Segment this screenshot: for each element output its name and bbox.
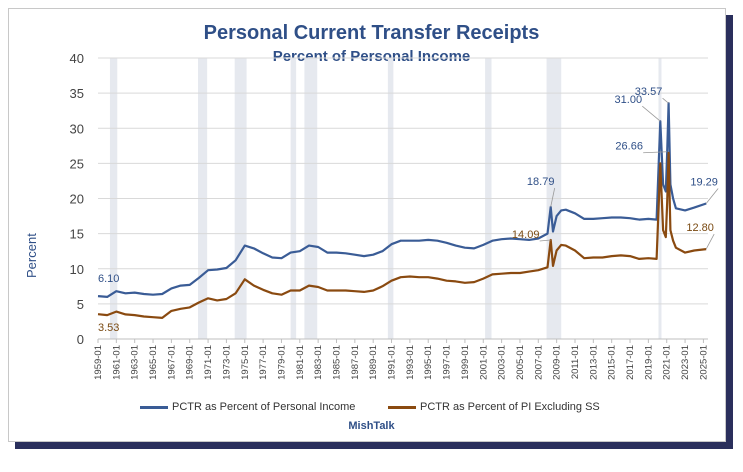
annotation-label: 26.66 <box>615 141 643 153</box>
x-tick-label: 1993-01 <box>405 345 416 380</box>
x-tick-label: 2025-01 <box>698 345 709 380</box>
x-tick-label: 2013-01 <box>588 345 599 380</box>
x-tick-label: 1969-01 <box>185 345 196 380</box>
x-tick-label: 1999-01 <box>460 345 471 380</box>
legend-swatch-pctr-ex-ss <box>388 405 416 409</box>
y-tick-label: 35 <box>70 86 84 101</box>
x-tick-label: 2001-01 <box>478 345 489 380</box>
x-tick-label: 1961-01 <box>111 345 122 380</box>
x-tick-label: 1981-01 <box>295 345 306 380</box>
x-tick-label: 2009-01 <box>552 345 563 380</box>
annotation-leader <box>705 233 715 250</box>
x-tick-label: 1963-01 <box>130 345 141 380</box>
annotation-leader <box>662 97 669 104</box>
legend: PCTR as Percent of Personal Income PCTR … <box>0 401 743 417</box>
x-tick-label: 2019-01 <box>643 345 654 380</box>
x-tick-label: 2021-01 <box>662 345 673 380</box>
legend-swatch-pctr <box>140 405 168 409</box>
x-tick-label: 1977-01 <box>258 345 269 380</box>
x-tick-label: 1985-01 <box>331 345 342 380</box>
legend-label-pctr-ex-ss: PCTR as Percent of PI Excluding SS <box>420 401 600 413</box>
annotation-label: 14.09 <box>512 229 540 241</box>
y-tick-label: 25 <box>70 156 84 171</box>
legend-item-pctr-ex-ss: PCTR as Percent of PI Excluding SS <box>388 401 600 413</box>
annotation-label: 19.29 <box>690 176 718 188</box>
y-tick-label: 5 <box>77 297 84 312</box>
x-tick-label: 1991-01 <box>387 345 398 380</box>
y-tick-label: 10 <box>70 262 84 277</box>
y-tick-label: 40 <box>70 51 84 66</box>
source-label: MishTalk <box>348 420 395 432</box>
x-tick-label: 2023-01 <box>680 345 691 380</box>
x-tick-label: 1967-01 <box>166 345 177 380</box>
annotation-label: 33.57 <box>635 86 663 98</box>
annotation-leader <box>643 151 668 154</box>
series-line-pctr <box>97 102 707 298</box>
annotation-leader <box>705 188 719 204</box>
x-tick-label: 2003-01 <box>497 345 508 380</box>
annotation-label: 12.80 <box>686 222 714 234</box>
x-tick-label: 1989-01 <box>368 345 379 380</box>
annotation-label: 18.79 <box>527 176 555 188</box>
y-tick-label: 0 <box>77 332 84 347</box>
x-tick-label: 1965-01 <box>148 345 159 380</box>
x-tick-label: 1971-01 <box>203 345 214 380</box>
x-tick-label: 1973-01 <box>221 345 232 380</box>
x-tick-label: 1987-01 <box>350 345 361 380</box>
chart-frame <box>8 8 726 442</box>
x-tick-label: 1975-01 <box>240 345 251 380</box>
y-tick-label: 20 <box>70 192 84 207</box>
chart-title: Personal Current Transfer Receipts <box>203 22 540 44</box>
y-tick-label: 30 <box>70 121 84 136</box>
annotation-leader <box>539 239 551 242</box>
y-tick-label: 15 <box>70 227 84 242</box>
x-tick-label: 2015-01 <box>607 345 618 380</box>
x-tick-label: 2011-01 <box>570 345 581 379</box>
annotation-label: 6.10 <box>98 273 119 285</box>
x-tick-label: 1959-01 <box>93 345 104 380</box>
x-tick-label: 1983-01 <box>313 345 324 380</box>
x-tick-label: 1979-01 <box>276 345 287 380</box>
annotation-leader <box>550 187 556 208</box>
annotation-leader <box>642 105 661 122</box>
annotation-label: 31.00 <box>615 94 643 106</box>
legend-item-pctr: PCTR as Percent of Personal Income <box>140 401 355 413</box>
x-tick-label: 1995-01 <box>423 345 434 380</box>
chart-subtitle: Percent of Personal Income <box>272 48 471 65</box>
x-tick-label: 2007-01 <box>533 345 544 380</box>
x-tick-label: 2005-01 <box>515 345 526 380</box>
x-tick-label: 1997-01 <box>442 345 453 380</box>
series-line-pctr-ex-ss <box>97 151 707 319</box>
legend-label-pctr: PCTR as Percent of Personal Income <box>172 401 356 413</box>
x-tick-label: 2017-01 <box>625 345 636 380</box>
annotation-label: 3.53 <box>98 322 119 334</box>
